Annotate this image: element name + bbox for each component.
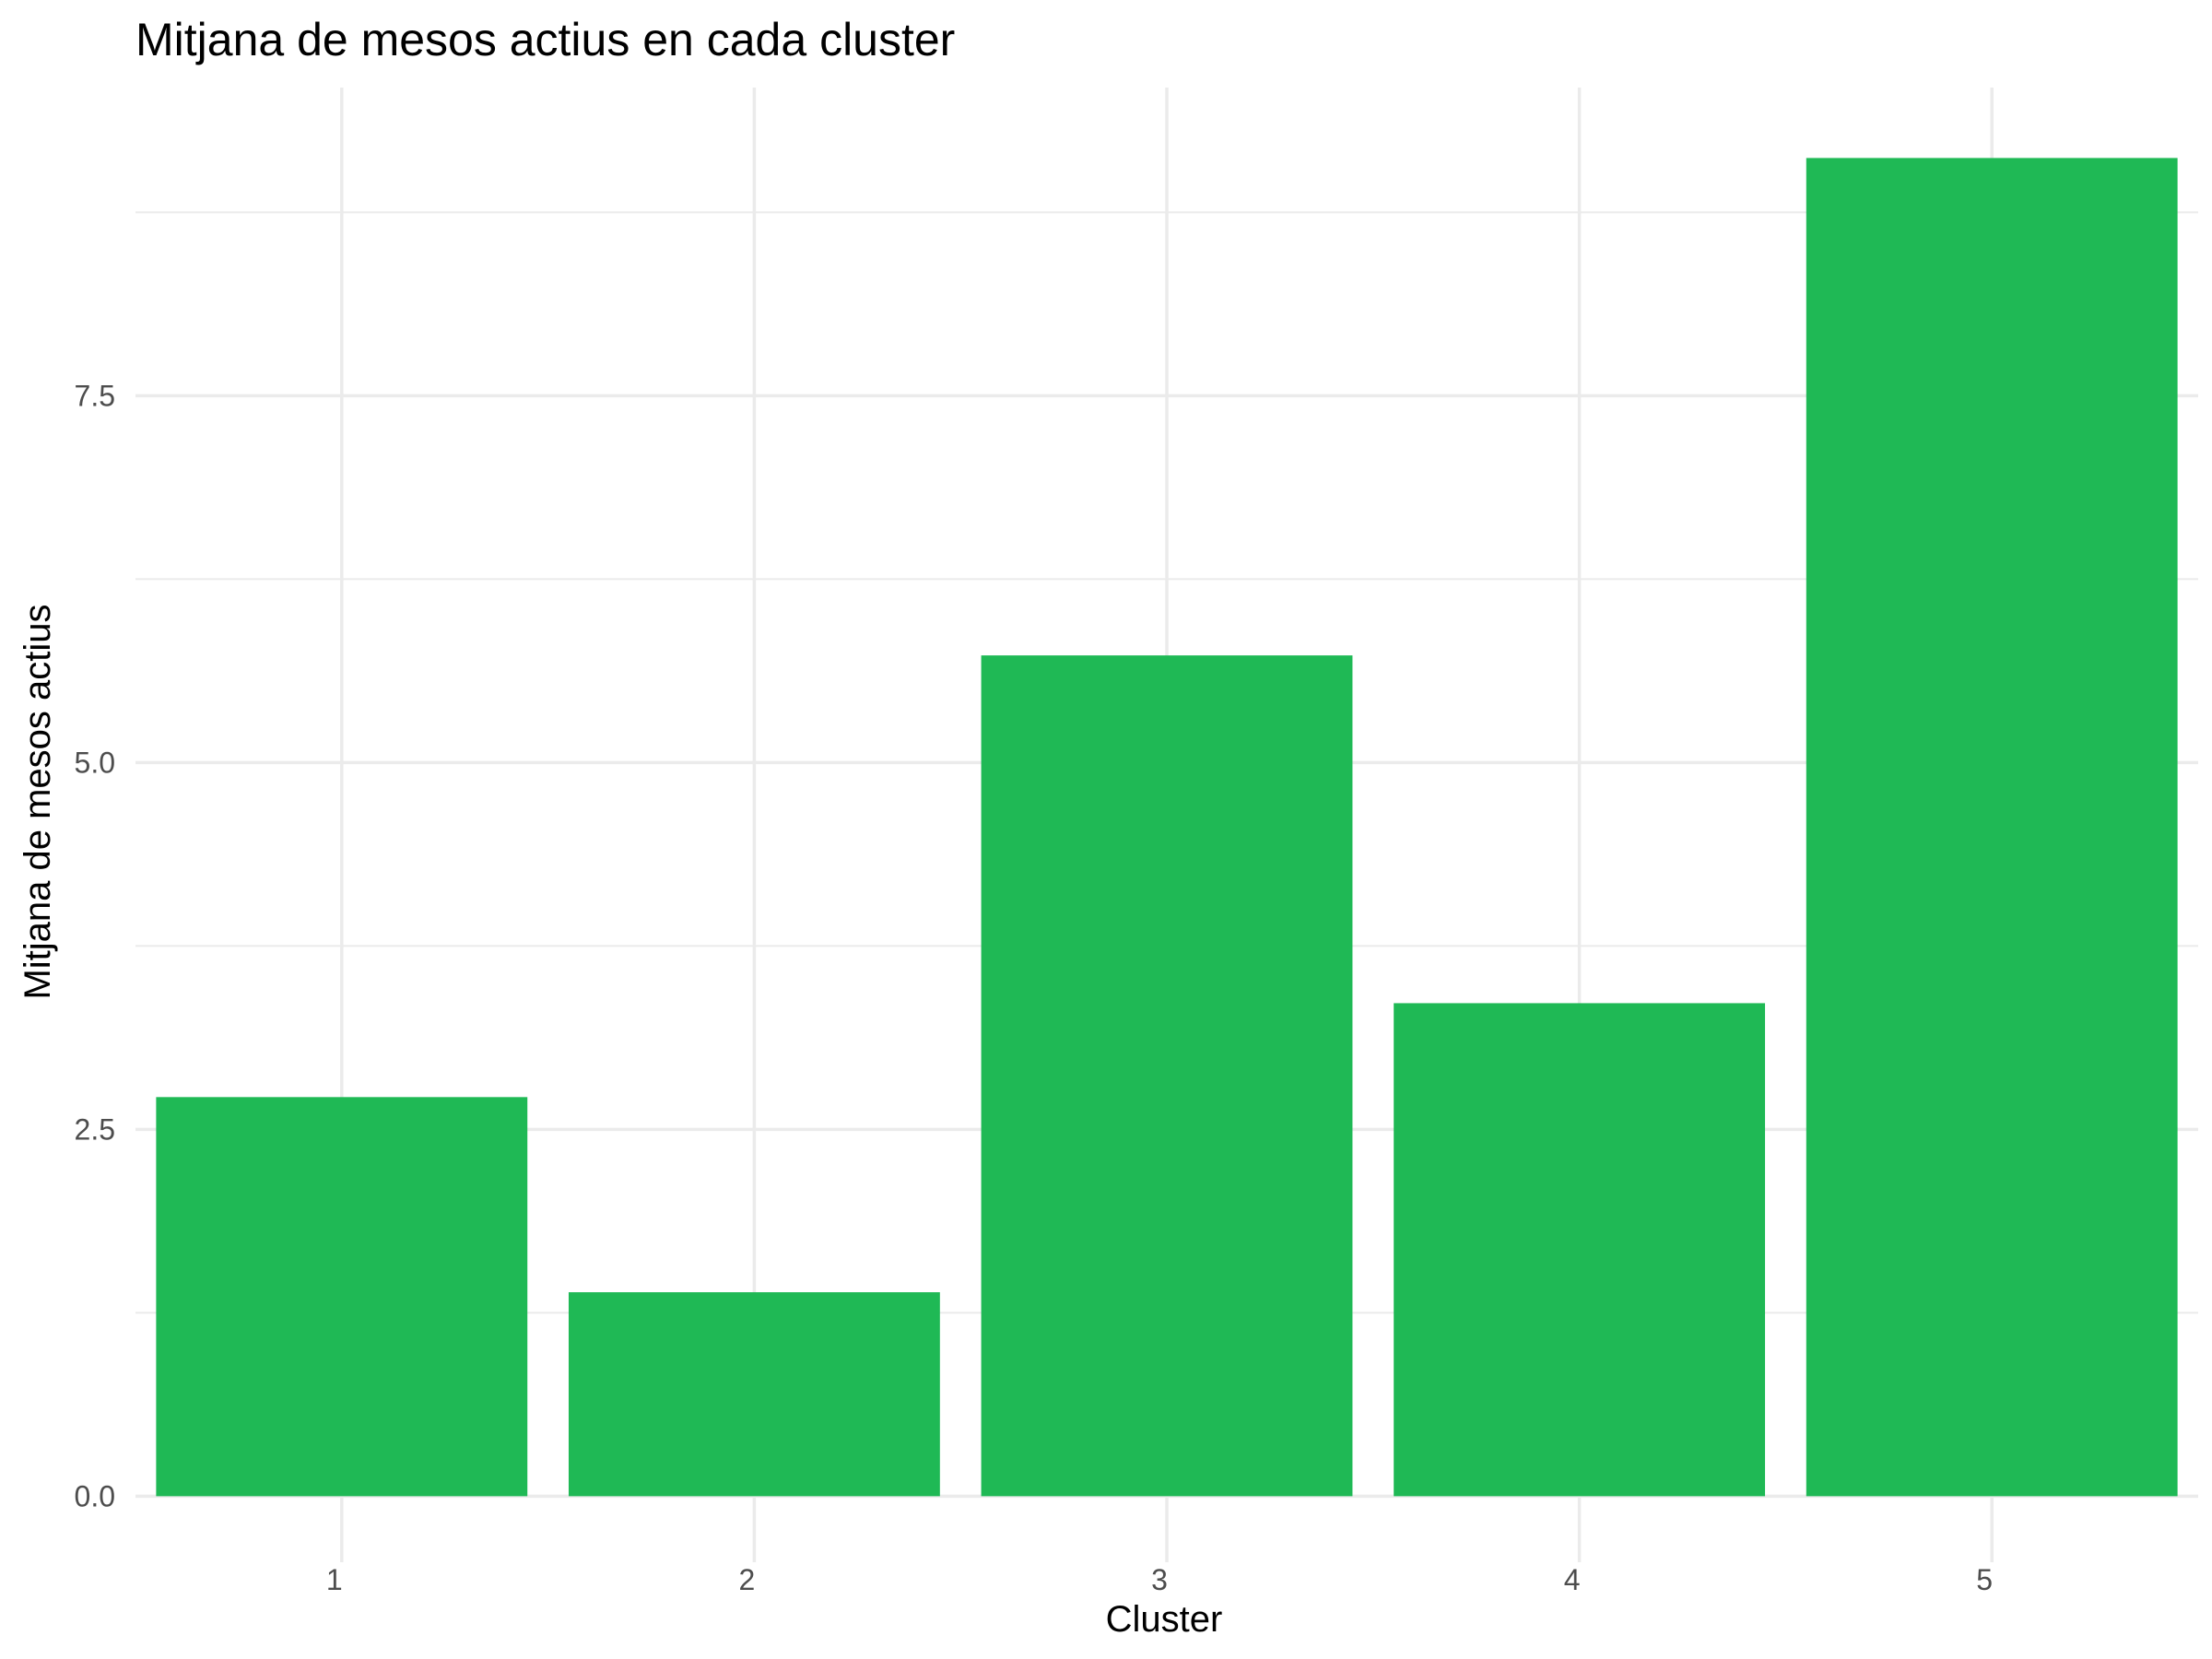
bar-cluster-1 bbox=[156, 1097, 528, 1497]
y-axis-title: Mitjana de mesos actius bbox=[18, 604, 58, 999]
x-tick-label: 1 bbox=[326, 1563, 343, 1596]
bars bbox=[156, 158, 2178, 1497]
y-tick-label: 5.0 bbox=[75, 746, 115, 779]
bar-cluster-4 bbox=[1394, 1003, 1766, 1497]
chart-title: Mitjana de mesos actius en cada cluster bbox=[135, 14, 955, 65]
bar-cluster-3 bbox=[981, 655, 1353, 1497]
x-tick-label: 4 bbox=[1564, 1563, 1581, 1596]
y-tick-label: 7.5 bbox=[75, 379, 115, 412]
x-tick-label: 3 bbox=[1151, 1563, 1168, 1596]
x-tick-label: 2 bbox=[739, 1563, 756, 1596]
x-tick-label: 5 bbox=[1976, 1563, 1993, 1596]
y-tick-label: 0.0 bbox=[75, 1479, 115, 1512]
x-axis-ticks: 1 2 3 4 5 bbox=[326, 1563, 1993, 1596]
y-axis-ticks: 0.0 2.5 5.0 7.5 bbox=[75, 379, 115, 1512]
y-tick-label: 2.5 bbox=[75, 1112, 115, 1146]
bar-cluster-2 bbox=[568, 1292, 940, 1497]
x-axis-title: Cluster bbox=[1106, 1599, 1223, 1640]
bar-cluster-5 bbox=[1806, 158, 2178, 1497]
